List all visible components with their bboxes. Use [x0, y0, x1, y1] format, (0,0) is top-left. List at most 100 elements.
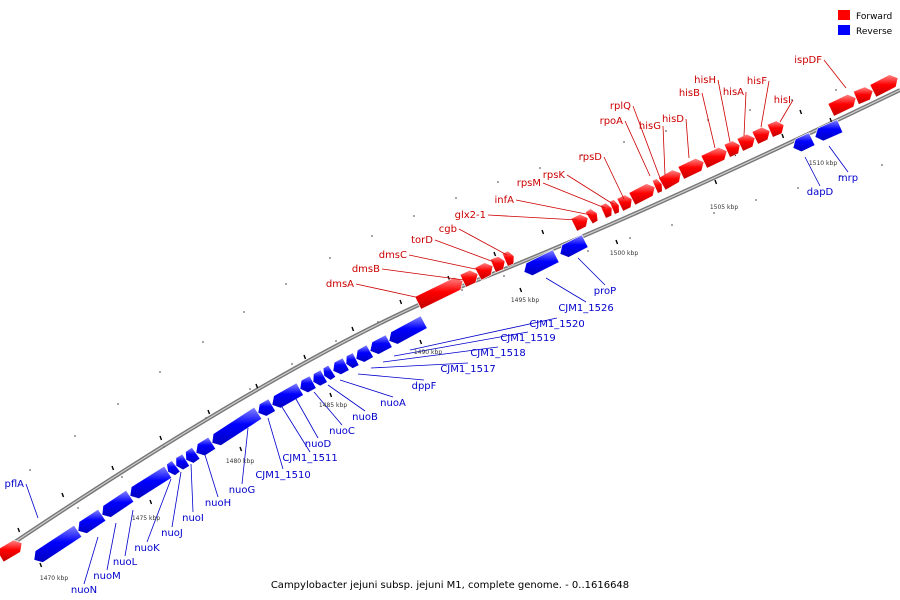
reverse-gene-block [101, 489, 135, 518]
ruler-tick [329, 392, 333, 398]
leader-line [743, 91, 747, 137]
reverse-gene-block [388, 315, 428, 345]
gene-label: CJM1_1517 [440, 364, 495, 375]
leader-line [124, 509, 134, 557]
ruler-tick [714, 179, 718, 185]
forward-gene-block [489, 255, 506, 273]
ruler-tick [239, 446, 243, 452]
guide-dot [665, 130, 667, 132]
gene-label: hisD [662, 114, 684, 125]
forward-gene-block [616, 194, 633, 212]
guide-dot [377, 321, 379, 323]
ruler-labels: 1470 kbp 1475 kbp 1480 kbp 1485 kbp 1490 kbp… [40, 160, 837, 582]
forward-gene-block [852, 86, 874, 105]
leader-line [545, 277, 587, 303]
leader-line [701, 92, 716, 149]
guide-dot [835, 89, 837, 91]
gene-label: rplQ [610, 101, 631, 112]
gene-label: dmsB [352, 264, 380, 275]
legend-reverse-label: Reverse [856, 27, 893, 37]
leader-line [662, 125, 666, 176]
gene-label: rpsK [543, 170, 566, 181]
gene-label: CJM1_1518 [470, 348, 525, 359]
ruler-tick [493, 251, 497, 257]
ruler-tick [255, 383, 259, 389]
ruler-tick [17, 527, 21, 533]
guide-dot [249, 388, 251, 390]
gene-label: CJM1_1526 [558, 303, 613, 314]
guide-dot [503, 275, 505, 277]
guide-dot [74, 435, 76, 437]
gene-label: CJM1_1519 [500, 333, 555, 344]
gene-label: rpsD [579, 152, 603, 163]
ruler-tick [111, 465, 115, 471]
leader-line [760, 80, 770, 128]
reverse-gene-block [559, 234, 589, 258]
guide-dot [117, 403, 119, 405]
leader-line [717, 79, 731, 143]
gene-label: rpoA [600, 116, 624, 127]
ruler-tick [159, 435, 163, 441]
leader-line [804, 156, 821, 187]
gene-label: dapD [807, 187, 834, 198]
ruler-label: 1485 kbp [319, 402, 347, 409]
gene-label: infA [495, 195, 515, 206]
ruler-label: 1500 kbp [610, 250, 638, 257]
leader-line [357, 373, 425, 381]
legend-forward-label: Forward [856, 12, 892, 22]
gene-label: mrp [838, 173, 858, 184]
leader-line [685, 118, 690, 159]
ruler-label: 1505 kbp [710, 204, 738, 211]
gene-label: CJM1_1511 [282, 453, 337, 464]
ruler-tick [541, 229, 545, 235]
gene-label: nuoN [71, 585, 97, 596]
gene-label: hisB [679, 88, 700, 99]
reverse-gene-block [792, 132, 816, 153]
gene-label: proP [594, 286, 616, 297]
forward-gene-block [658, 169, 682, 191]
ruler-label: 1470 kbp [40, 575, 68, 582]
leader-line [381, 268, 465, 281]
ruler-tick [149, 499, 153, 505]
ruler-tick [39, 562, 43, 568]
forward-gene-block [766, 120, 785, 138]
gene-label: hisF [747, 76, 767, 87]
forward-gene-block [700, 146, 728, 169]
gene-label: CJM1_1510 [255, 470, 310, 481]
reverse-gene-block [523, 249, 560, 276]
leader-lines [25, 59, 849, 585]
leader-line [382, 346, 499, 363]
leader-line [313, 391, 343, 426]
guide-dot [205, 417, 207, 419]
reverse-gene-blocks [33, 119, 844, 563]
legend-forward-swatch [838, 10, 850, 20]
guide-dot [623, 141, 625, 143]
ruler-label: 1510 kbp [809, 160, 837, 167]
guide-dot [413, 215, 415, 217]
gene-label: pflA [5, 479, 25, 490]
ruler-tick [207, 409, 211, 415]
gene-label: dppF [412, 381, 437, 392]
forward-gene-blocks [0, 74, 899, 563]
gene-label: nuoH [205, 498, 231, 509]
guide-dot [461, 289, 463, 291]
leader-line [171, 471, 182, 528]
guide-dot [121, 476, 123, 478]
gene-label: nuoC [329, 426, 355, 437]
forward-gene-block [723, 140, 741, 158]
forward-gene-block [869, 74, 899, 98]
leader-line [542, 182, 606, 209]
gene-label: hisG [639, 121, 661, 132]
forward-gene-block [628, 183, 656, 206]
gene-label: dmsA [326, 279, 354, 290]
forward-gene-block [651, 178, 663, 194]
leader-line [409, 317, 558, 351]
forward-gene-block [0, 539, 23, 563]
guide-dot [159, 371, 161, 373]
guide-dot [29, 469, 31, 471]
forward-gene-block [474, 262, 494, 281]
gene-label: CJM1_1520 [529, 319, 584, 330]
leader-line [624, 120, 651, 177]
leader-line [828, 145, 849, 173]
